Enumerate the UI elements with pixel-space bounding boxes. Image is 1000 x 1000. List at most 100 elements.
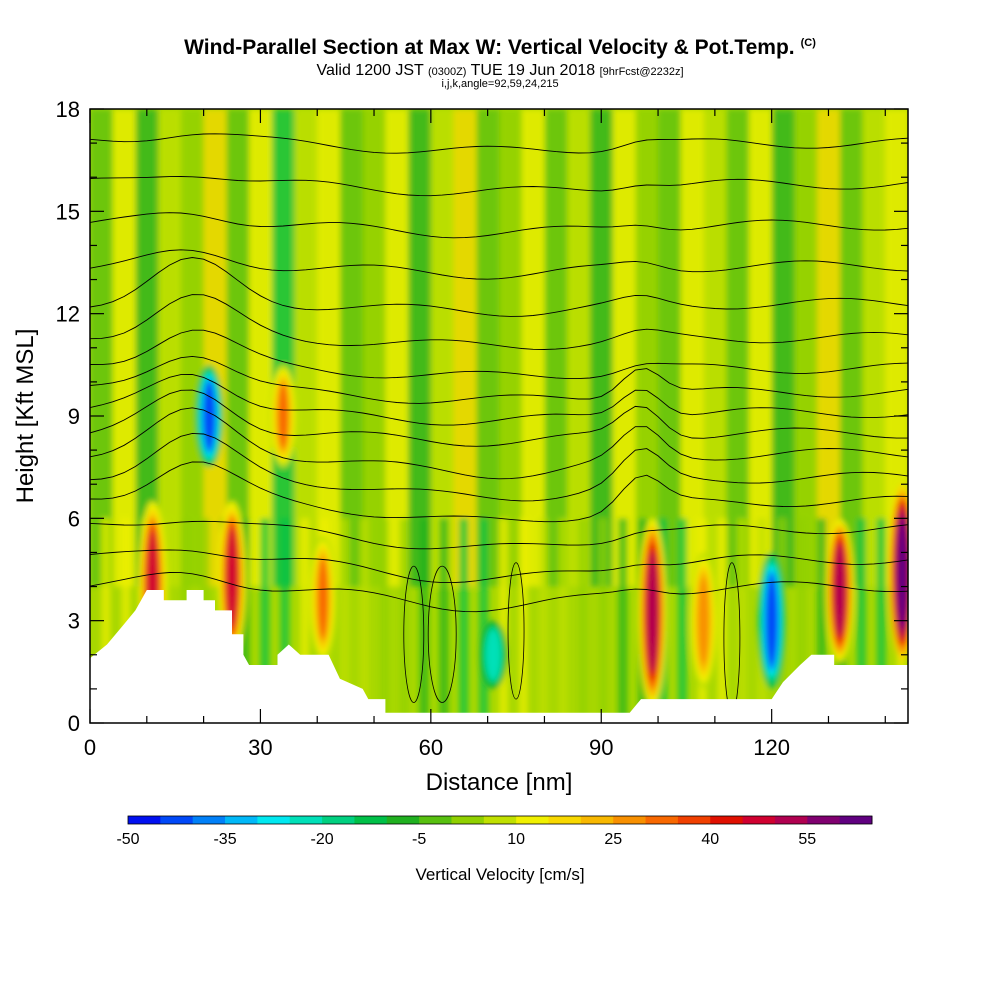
field-band-low <box>499 518 509 723</box>
field-band-low <box>538 518 548 723</box>
field-band <box>703 109 728 587</box>
colorbar-swatch <box>613 816 647 824</box>
colorbar-title: Vertical Velocity [cm/s] <box>415 865 584 884</box>
colorbar-swatch <box>483 816 517 824</box>
colorbar-swatch <box>354 816 388 824</box>
field-band-low <box>240 518 250 723</box>
isentrope-line <box>90 176 908 197</box>
colorbar: -50 -35 -20 -5 10 25 40 55 <box>116 815 873 848</box>
y-tick-label: 6 <box>68 506 80 531</box>
colorbar-swatch <box>192 816 226 824</box>
colorbar-swatch <box>128 816 161 824</box>
colorbar-swatch <box>419 816 452 824</box>
field-band-low <box>339 518 350 723</box>
field-band-low <box>797 518 807 723</box>
colorbar-tick-label: 55 <box>798 831 816 848</box>
field-band <box>839 109 864 587</box>
field-band <box>612 109 637 587</box>
field-band <box>249 109 273 587</box>
field-band <box>771 109 796 587</box>
isentrope-line <box>90 355 908 404</box>
updraft-core <box>278 382 289 450</box>
field-band <box>589 109 614 587</box>
field-band <box>499 109 523 587</box>
plot-area <box>89 108 909 724</box>
y-tick-label: 12 <box>56 302 80 327</box>
field-band-low <box>618 518 628 723</box>
updraft-core <box>317 557 328 640</box>
field-band <box>430 109 455 587</box>
field-band <box>385 109 410 587</box>
terrain <box>90 590 908 723</box>
y-axis-label: Height [Kft MSL] <box>12 329 39 504</box>
field-band-low <box>578 518 588 723</box>
field-band <box>317 109 341 587</box>
subtitle-utc: (0300Z) <box>427 66 467 78</box>
field-band <box>567 109 591 587</box>
chart-subtitle: Valid 1200 JST (0300Z) TUE 19 Jun 2018 [… <box>0 62 1000 80</box>
colorbar-swatch <box>451 816 485 824</box>
subtitle-date: TUE 19 Jun 2018 <box>470 62 596 79</box>
isentrope-line <box>90 212 908 239</box>
colorbar-swatch <box>516 816 550 824</box>
field-band <box>817 109 841 587</box>
colorbar-swatch <box>645 816 679 824</box>
subtitle-forecast: [9hrFcst@2232z] <box>599 66 684 78</box>
downdraft-core <box>204 382 215 450</box>
y-tick-label: 9 <box>68 404 80 429</box>
colorbar-frame <box>127 815 873 825</box>
velocity-contour <box>403 565 425 703</box>
colorbar-swatch <box>289 816 323 824</box>
colorbar-swatch <box>386 816 420 824</box>
y-tick-label: 18 <box>56 97 80 122</box>
field-band-low <box>260 518 270 723</box>
field-band <box>885 109 908 587</box>
colorbar-tick-label: 10 <box>507 831 525 848</box>
isentrope-line <box>90 572 908 613</box>
field-band <box>203 109 228 587</box>
field-band <box>476 109 500 587</box>
field-band-low <box>300 518 310 723</box>
isentrope-line <box>90 329 908 380</box>
x-axis: 0 30 60 90 120 <box>84 109 886 760</box>
field-band <box>658 109 682 587</box>
colorbar-swatch <box>710 816 744 824</box>
updraft-core <box>897 515 908 631</box>
y-tick-label: 0 <box>68 711 80 736</box>
colorbar-swatch <box>160 816 194 824</box>
field-band <box>635 109 660 587</box>
isentrope-line <box>90 549 908 584</box>
updraft-core <box>834 543 845 637</box>
field-band <box>794 109 819 587</box>
colorbar-swatch <box>322 816 355 824</box>
field-band <box>135 109 160 587</box>
isentrope-line <box>90 294 908 350</box>
field-band-low <box>677 518 688 723</box>
velocity-contour <box>507 562 525 700</box>
field-band-low <box>558 518 568 723</box>
field-bands <box>90 109 908 723</box>
colorbar-swatch <box>225 816 258 824</box>
isentrope-line <box>90 389 908 447</box>
field-band <box>726 109 750 587</box>
field-band <box>408 109 432 587</box>
field-band-low <box>856 518 866 723</box>
copyright-mark: (C) <box>800 37 816 49</box>
velocity-field <box>90 109 908 723</box>
field-band <box>544 109 569 587</box>
isentrope-line <box>90 407 908 480</box>
y-axis: 0 3 6 9 12 15 18 <box>56 97 908 736</box>
field-band-low <box>817 518 827 723</box>
field-band <box>226 109 251 587</box>
x-tick-label: 120 <box>753 735 790 760</box>
colorbar-tick-label: -50 <box>116 831 139 848</box>
field-band-low <box>439 518 449 723</box>
field-band <box>862 109 887 587</box>
isentrope-line <box>90 133 908 154</box>
field-band-low <box>717 518 727 723</box>
field-band <box>90 109 114 587</box>
x-tick-label: 0 <box>84 735 96 760</box>
subtitle-valid: Valid 1200 JST <box>316 62 424 79</box>
field-band <box>112 109 137 587</box>
isentrope-line <box>90 249 908 280</box>
